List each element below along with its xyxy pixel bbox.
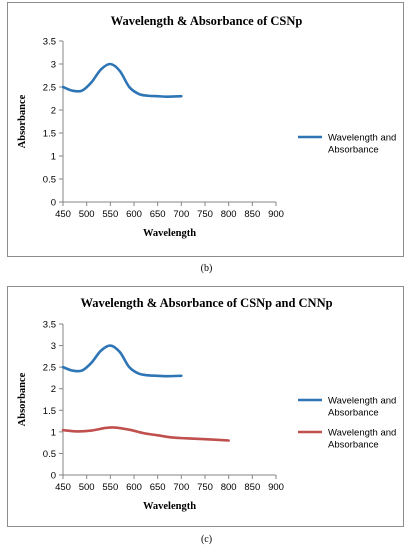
x-tick-label: 750 bbox=[197, 482, 213, 493]
y-tick-label: 0.5 bbox=[43, 449, 56, 460]
panel-label-c: (c) bbox=[200, 534, 213, 545]
y-axis-label: Absorbance bbox=[17, 372, 28, 426]
x-tick-label: 450 bbox=[55, 209, 71, 220]
x-tick-label: 900 bbox=[268, 209, 284, 220]
x-axis-label: Wavelength bbox=[143, 228, 196, 239]
x-tick-label: 700 bbox=[173, 482, 189, 493]
x-tick-label: 650 bbox=[150, 209, 166, 220]
y-tick-label: 2.5 bbox=[43, 363, 56, 374]
y-tick-label: 0 bbox=[51, 198, 56, 209]
chart-b-frame: Wavelength & Absorbance of CSNp 0 0.5 1 1.5 2… bbox=[7, 2, 404, 257]
y-tick-label: 0.5 bbox=[43, 175, 56, 186]
chart-title: Wavelength & Absorbance of CSNp bbox=[111, 14, 303, 28]
x-tick-label: 800 bbox=[221, 209, 237, 220]
x-tick-label: 900 bbox=[268, 482, 284, 493]
x-tick-label: 500 bbox=[79, 482, 95, 493]
x-tick-label: 600 bbox=[126, 209, 142, 220]
series-line-1 bbox=[61, 344, 183, 378]
x-tick-label: 800 bbox=[221, 482, 237, 493]
y-tick-label: 0 bbox=[51, 471, 56, 482]
y-tick-label: 1 bbox=[51, 152, 56, 163]
y-tick-label: 3.5 bbox=[43, 37, 56, 48]
series-line-1 bbox=[61, 62, 183, 98]
legend-label-1: Wavelength and Absorbance bbox=[328, 396, 396, 419]
y-tick-label: 1.5 bbox=[43, 406, 56, 417]
x-tick-label: 700 bbox=[173, 209, 189, 220]
x-tick-label: 500 bbox=[79, 209, 95, 220]
chart-title: Wavelength & Absorbance of CSNp and CNNp bbox=[80, 296, 332, 310]
y-tick-label: 1.5 bbox=[43, 129, 56, 140]
x-tick-label: 850 bbox=[244, 482, 260, 493]
y-tick-label: 2 bbox=[51, 384, 56, 395]
chart-c-frame: Wavelength & Absorbance of CSNp and CNNp… bbox=[7, 286, 404, 527]
y-tick-label: 3.5 bbox=[43, 320, 56, 331]
legend-label-1: Wavelength and Absorbance bbox=[328, 133, 396, 156]
y-axis-label: Absorbance bbox=[17, 94, 28, 148]
y-tick-label: 2 bbox=[51, 106, 56, 117]
x-tick-label: 450 bbox=[55, 482, 71, 493]
panel-label-b: (b) bbox=[200, 263, 213, 274]
y-tick-label: 2.5 bbox=[43, 83, 56, 94]
x-tick-label: 550 bbox=[102, 209, 118, 220]
x-tick-label: 850 bbox=[244, 209, 260, 220]
x-tick-label: 750 bbox=[197, 209, 213, 220]
chart-b: Wavelength & Absorbance of CSNp 0 0.5 1 1.5 2… bbox=[17, 14, 396, 239]
y-tick-label: 1 bbox=[51, 427, 56, 438]
legend-label-2: Wavelength and Absorbance bbox=[328, 428, 396, 451]
series-line-2 bbox=[61, 426, 230, 442]
x-axis-label: Wavelength bbox=[143, 501, 196, 512]
x-tick-label: 550 bbox=[102, 482, 118, 493]
y-tick-label: 3 bbox=[51, 60, 56, 71]
chart-c: Wavelength & Absorbance of CSNp and CNNp… bbox=[17, 296, 396, 512]
x-tick-label: 650 bbox=[150, 482, 166, 493]
x-tick-label: 600 bbox=[126, 482, 142, 493]
y-tick-label: 3 bbox=[51, 341, 56, 352]
